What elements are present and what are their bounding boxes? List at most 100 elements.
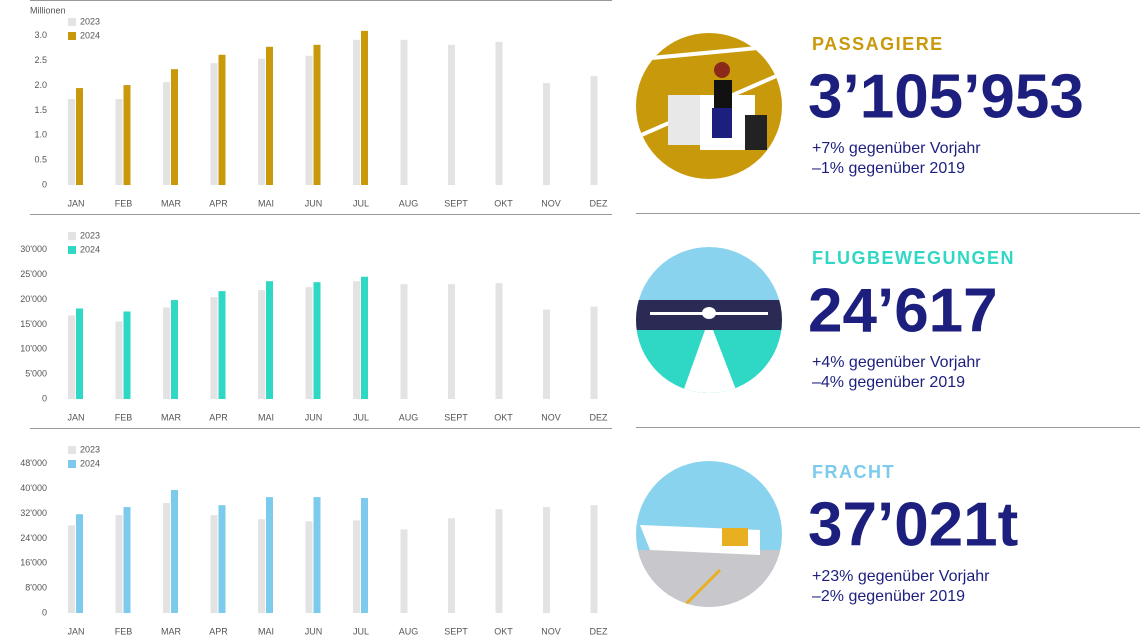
y-tick-label: 0 <box>42 179 47 189</box>
bar <box>68 315 75 399</box>
bar <box>258 290 265 399</box>
bar <box>258 519 265 613</box>
y-tick-label: 5'000 <box>25 369 47 379</box>
legend-label: 2023 <box>80 444 100 454</box>
bar <box>305 521 313 613</box>
y-tick-label: 48'000 <box>20 458 47 468</box>
bar <box>543 507 550 613</box>
bar <box>400 529 408 613</box>
x-tick-label: JAN <box>67 198 84 208</box>
legend-label: 2023 <box>80 230 100 240</box>
x-tick-label: APR <box>209 198 228 208</box>
x-tick-label: JUL <box>353 412 369 422</box>
bar <box>266 46 273 186</box>
bar <box>495 41 503 185</box>
bar <box>115 515 123 613</box>
bar <box>448 518 455 613</box>
bar <box>210 63 218 186</box>
x-tick-label: OKT <box>494 412 513 422</box>
bar <box>305 287 313 399</box>
bar <box>305 55 313 185</box>
x-tick-label: MAI <box>258 626 274 636</box>
bar <box>590 306 598 399</box>
x-tick-label: JUN <box>305 412 323 422</box>
y-tick-label: 0 <box>42 607 47 617</box>
x-tick-label: NOV <box>541 412 561 422</box>
y-tick-label: 16'000 <box>20 558 47 568</box>
bar <box>218 505 226 613</box>
bar <box>266 497 273 613</box>
bar <box>361 276 368 399</box>
y-tick-label: 2.0 <box>34 80 47 90</box>
y-tick-label: 20'000 <box>20 294 47 304</box>
x-tick-label: NOV <box>541 198 561 208</box>
x-tick-label: JAN <box>67 412 84 422</box>
bar <box>543 83 550 185</box>
bar <box>400 39 408 185</box>
x-tick-label: SEPT <box>444 412 468 422</box>
x-tick-label: FEB <box>115 626 133 636</box>
y-tick-label: 24'000 <box>20 533 47 543</box>
bar <box>210 297 218 399</box>
x-tick-label: OKT <box>494 626 513 636</box>
y-tick-label: 1.5 <box>34 105 47 115</box>
bar <box>543 309 550 399</box>
x-tick-label: APR <box>209 412 228 422</box>
x-tick-label: MAR <box>161 412 182 422</box>
cargo-illustration <box>636 461 782 607</box>
bar <box>353 281 360 399</box>
bar <box>218 291 226 399</box>
bar <box>313 497 321 613</box>
y-tick-label: 1.0 <box>34 130 47 140</box>
bar <box>218 54 226 186</box>
bar <box>590 76 598 185</box>
bar <box>400 284 408 399</box>
y-tick-label: 8'000 <box>25 583 47 593</box>
bar <box>123 311 131 399</box>
bar <box>163 503 170 613</box>
bar <box>590 505 598 613</box>
x-tick-label: JUN <box>305 626 323 636</box>
legend-swatch <box>68 460 76 468</box>
panel-value: 3’105’953 <box>808 62 1084 131</box>
bar <box>123 85 131 185</box>
x-tick-label: NOV <box>541 626 561 636</box>
legend-label: 2024 <box>80 244 100 254</box>
legend-swatch <box>68 18 76 26</box>
bar <box>353 39 360 185</box>
x-tick-label: SEPT <box>444 198 468 208</box>
panel-value: 37’021t <box>808 490 1018 559</box>
legend-swatch <box>68 232 76 240</box>
y-tick-label: 10'000 <box>20 344 47 354</box>
bar <box>171 69 178 185</box>
legend-label: 2024 <box>80 458 100 468</box>
y-tick-label: 0 <box>42 393 47 403</box>
x-tick-label: AUG <box>399 626 419 636</box>
bar <box>76 88 83 185</box>
x-tick-label: JUN <box>305 198 323 208</box>
bar <box>68 525 75 613</box>
bar <box>313 282 321 399</box>
y-tick-label: 25'000 <box>20 269 47 279</box>
bar <box>163 82 170 185</box>
bar <box>115 321 123 399</box>
bar <box>76 514 83 613</box>
legend-swatch <box>68 32 76 40</box>
x-tick-label: OKT <box>494 198 513 208</box>
legend-swatch <box>68 246 76 254</box>
y-tick-label: 40'000 <box>20 483 47 493</box>
bar <box>258 58 265 185</box>
panel-line: –4% gegenüber 2019 <box>812 374 965 391</box>
legend-label: 2023 <box>80 16 100 26</box>
y-tick-label: 2.5 <box>34 55 47 65</box>
panel-title: FRACHT <box>812 462 895 482</box>
y-tick-label: 30'000 <box>20 244 47 254</box>
x-tick-label: FEB <box>115 198 133 208</box>
bar <box>171 489 178 613</box>
bar <box>353 520 360 613</box>
bar <box>448 44 455 186</box>
bar <box>495 509 503 613</box>
x-tick-label: MAR <box>161 626 182 636</box>
bar <box>123 507 131 613</box>
